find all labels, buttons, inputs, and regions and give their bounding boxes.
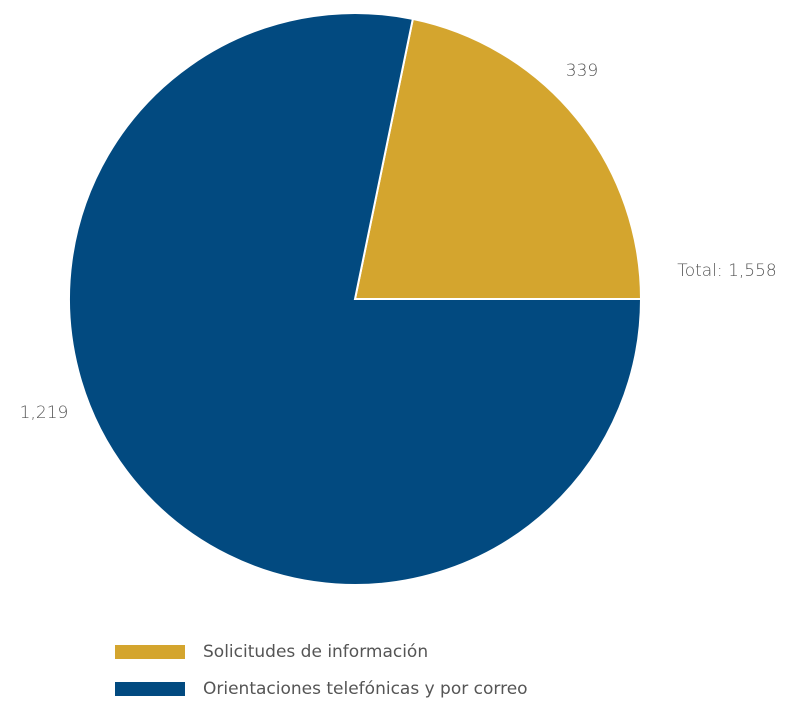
pie-slices [68,12,643,586]
legend-label-solicitudes: Solicitudes de información [203,642,429,662]
legend: Solicitudes de información Orientaciones… [115,638,528,712]
legend-swatch-solicitudes [115,645,185,659]
slice-value-label-solicitudes: 339 [566,61,598,81]
legend-label-orientaciones: Orientaciones telefónicas y por correo [203,679,528,699]
legend-swatch-orientaciones [115,682,185,696]
pie-slice-solicitudes [353,17,643,300]
pie-slice-orientaciones [68,12,643,586]
total-label: Total: 1,558 [677,261,777,281]
slice-value-label-orientaciones: 1,219 [20,403,69,423]
pie-chart: 339 1,219 Total: 1,558 [20,12,777,586]
legend-item-orientaciones: Orientaciones telefónicas y por correo [115,675,528,703]
legend-item-solicitudes: Solicitudes de información [115,638,528,666]
